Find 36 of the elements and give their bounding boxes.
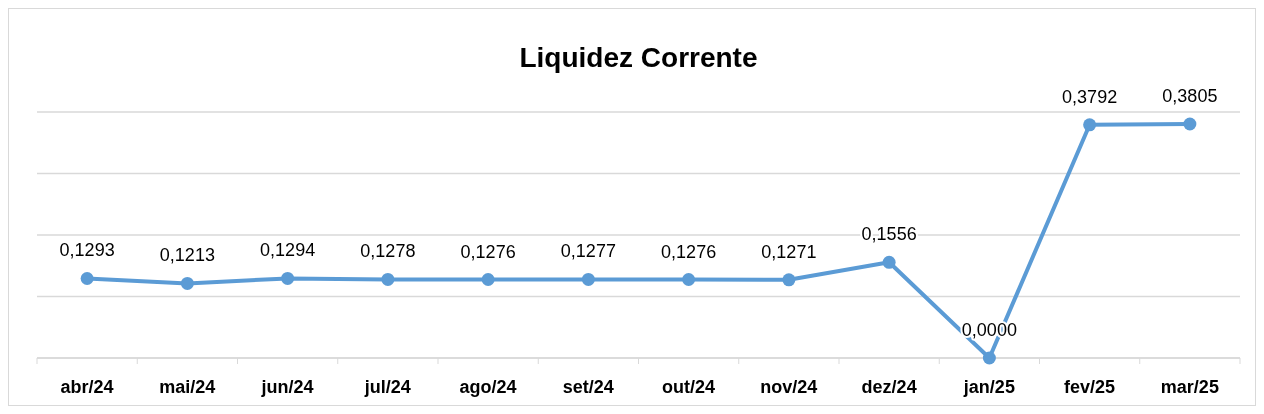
data-label: 0,1276 [460,241,516,262]
x-tick-label: dez/24 [861,377,917,397]
point [782,273,796,287]
data-label: 0,1277 [560,241,616,262]
data-label: 0,1278 [360,241,416,262]
x-tick-label: mar/25 [1160,377,1219,397]
x-tick-label: ago/24 [459,377,517,397]
point [982,351,996,365]
data-label: 0,1293 [59,240,115,261]
x-tick-label: mai/24 [159,377,216,397]
data-label: 0,1556 [861,224,917,245]
x-tick-label: out/24 [662,377,716,397]
point [1183,117,1197,131]
point [281,271,295,285]
x-tick-label: jul/24 [363,377,411,397]
point [381,272,395,286]
data-label: 0,1271 [761,241,817,262]
chart-title: Liquidez Corrente [519,42,758,73]
data-label: 0,1213 [159,245,215,266]
x-tick-label: set/24 [562,377,614,397]
point [180,276,194,290]
point [1083,118,1097,132]
point [581,272,595,286]
data-label: 0,3792 [1062,86,1118,107]
x-tick-label: jan/25 [962,377,1015,397]
x-tick-label: nov/24 [760,377,818,397]
point [481,273,495,287]
data-label: 0,1276 [661,241,717,262]
data-label: 0,3805 [1162,85,1218,106]
x-tick-label: jun/24 [260,377,314,397]
data-label: 0,1294 [260,240,316,261]
point [682,273,696,287]
x-tick-label: fev/25 [1064,377,1116,397]
point [80,271,94,285]
point [882,255,896,269]
x-tick-label: abr/24 [60,377,114,397]
